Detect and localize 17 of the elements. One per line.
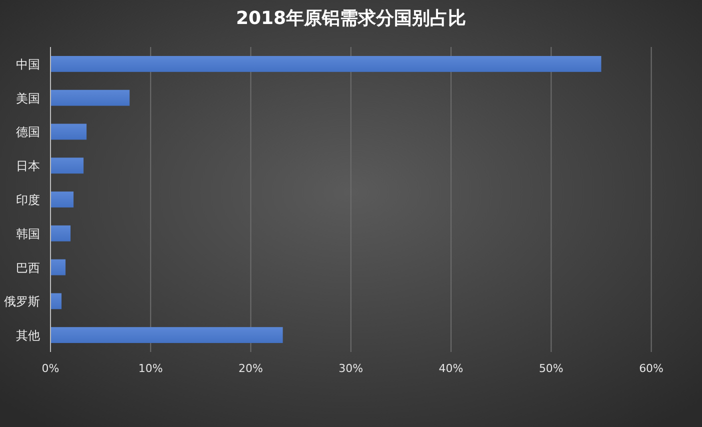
x-tick-label: 40% [438,362,464,375]
y-tick-label: 其他 [16,328,40,343]
chart-title: 2018年原铝需求分国别占比 [236,8,466,29]
x-tick-label: 60% [639,362,664,375]
x-tick-label: 0% [42,362,60,375]
y-tick-label: 巴西 [16,260,40,275]
x-tick-label: 10% [138,362,163,375]
x-tick-label: 20% [238,362,263,375]
y-tick-label: 美国 [16,91,40,106]
y-tick-label: 中国 [16,57,40,72]
y-tick-label: 俄罗斯 [4,294,40,309]
x-tick-label: 50% [538,362,564,375]
y-tick-label: 日本 [16,159,40,174]
x-tick-label: 30% [338,362,364,375]
y-tick-label: 韩国 [16,226,40,241]
y-tick-label: 德国 [16,125,40,140]
y-tick-label: 印度 [16,193,40,207]
